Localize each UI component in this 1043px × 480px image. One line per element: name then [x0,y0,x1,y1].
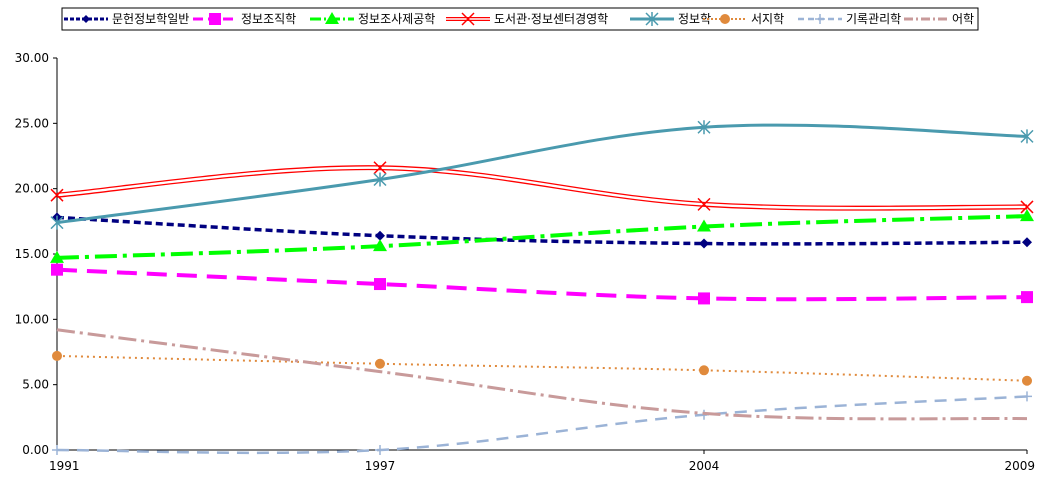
data-point [375,358,385,369]
data-point [375,445,385,455]
legend-item: 정보학 [630,12,711,26]
legend-label: 정보학 [678,12,711,26]
legend-item: 도서관·정보센터경영학 [446,12,608,26]
legend-item: 어학 [904,12,974,26]
data-point [697,197,711,211]
legend-item: 문헌정보학일반 [64,12,189,26]
legend-label: 도서관·정보센터경영학 [494,12,608,26]
data-point [697,120,711,135]
series-line-inner [56,166,1028,210]
legend-item: 서지학 [703,12,784,26]
x-tick-label: 1997 [365,459,396,473]
x-tick-label: 2004 [689,459,720,473]
data-point [52,350,62,361]
series-line [56,165,1028,211]
data-point [1022,375,1032,386]
legend-label: 문헌정보학일반 [112,12,189,26]
series-line [56,215,1028,246]
chart-series [50,120,1034,455]
chart-axes: 0.00 5.00 10.00 15.00 20.00 25.00 30.00 1991 199… [15,51,1035,473]
y-tick-label: 5.00 [22,378,49,392]
series-2 [51,263,1033,305]
data-point [375,230,385,241]
y-tick-label: 30.00 [15,51,49,65]
data-point [373,239,387,252]
y-tick-label: 25.00 [15,116,49,130]
series-1 [52,212,1032,249]
data-point [374,278,386,291]
data-point [645,12,659,26]
data-point [50,215,64,230]
data-point [1020,129,1034,144]
x-tick-label: 1991 [49,459,80,473]
chart-legend: 문헌정보학일반 정보조직학 정보조사제공학 도서관·정보센터경영학 정보학 서지학 기록관리… [61,7,979,31]
data-point [1020,209,1034,222]
series-5 [50,120,1034,230]
data-point [50,250,64,263]
data-point [815,14,825,24]
data-point [697,219,711,232]
y-tick-label: 10.00 [15,312,49,326]
legend-item: 기록관리학 [798,12,901,26]
series-line [56,267,1028,302]
data-point [1020,200,1034,214]
series-4 [50,161,1034,214]
series-line [56,328,1028,421]
series-line [56,214,1028,260]
legend-label: 정보조사제공학 [358,12,435,26]
data-point [699,238,709,249]
data-point [52,445,62,455]
data-point [50,188,64,202]
x-tick-label: 2009 [1004,459,1035,473]
data-point [373,161,387,175]
data-point [82,15,90,23]
legend-label: 서지학 [751,12,784,26]
data-point [720,14,730,24]
data-point [373,172,387,187]
series-line [56,123,1028,225]
data-point [699,365,709,376]
legend-item: 정보조직학 [193,12,296,26]
data-point [1022,237,1032,248]
legend-box [61,7,979,31]
legend-label: 어학 [952,12,974,26]
series-line [56,395,1028,455]
data-point [51,263,63,276]
series-7 [52,391,1032,455]
data-point [1022,391,1032,402]
series-8 [56,328,1028,421]
legend-label: 정보조직학 [241,12,296,26]
series-3 [50,209,1034,263]
y-tick-label: 20.00 [15,182,49,196]
data-point [1021,291,1033,304]
legend-item: 정보조사제공학 [310,12,435,26]
data-point [209,13,221,25]
series-line [56,354,1028,382]
y-tick-label: 0.00 [22,443,49,457]
data-point [698,292,710,305]
data-point [325,12,339,24]
series-6 [52,350,1032,386]
data-point [461,12,475,26]
legend-label: 기록관리학 [846,12,901,26]
y-tick-label: 15.00 [15,247,49,261]
